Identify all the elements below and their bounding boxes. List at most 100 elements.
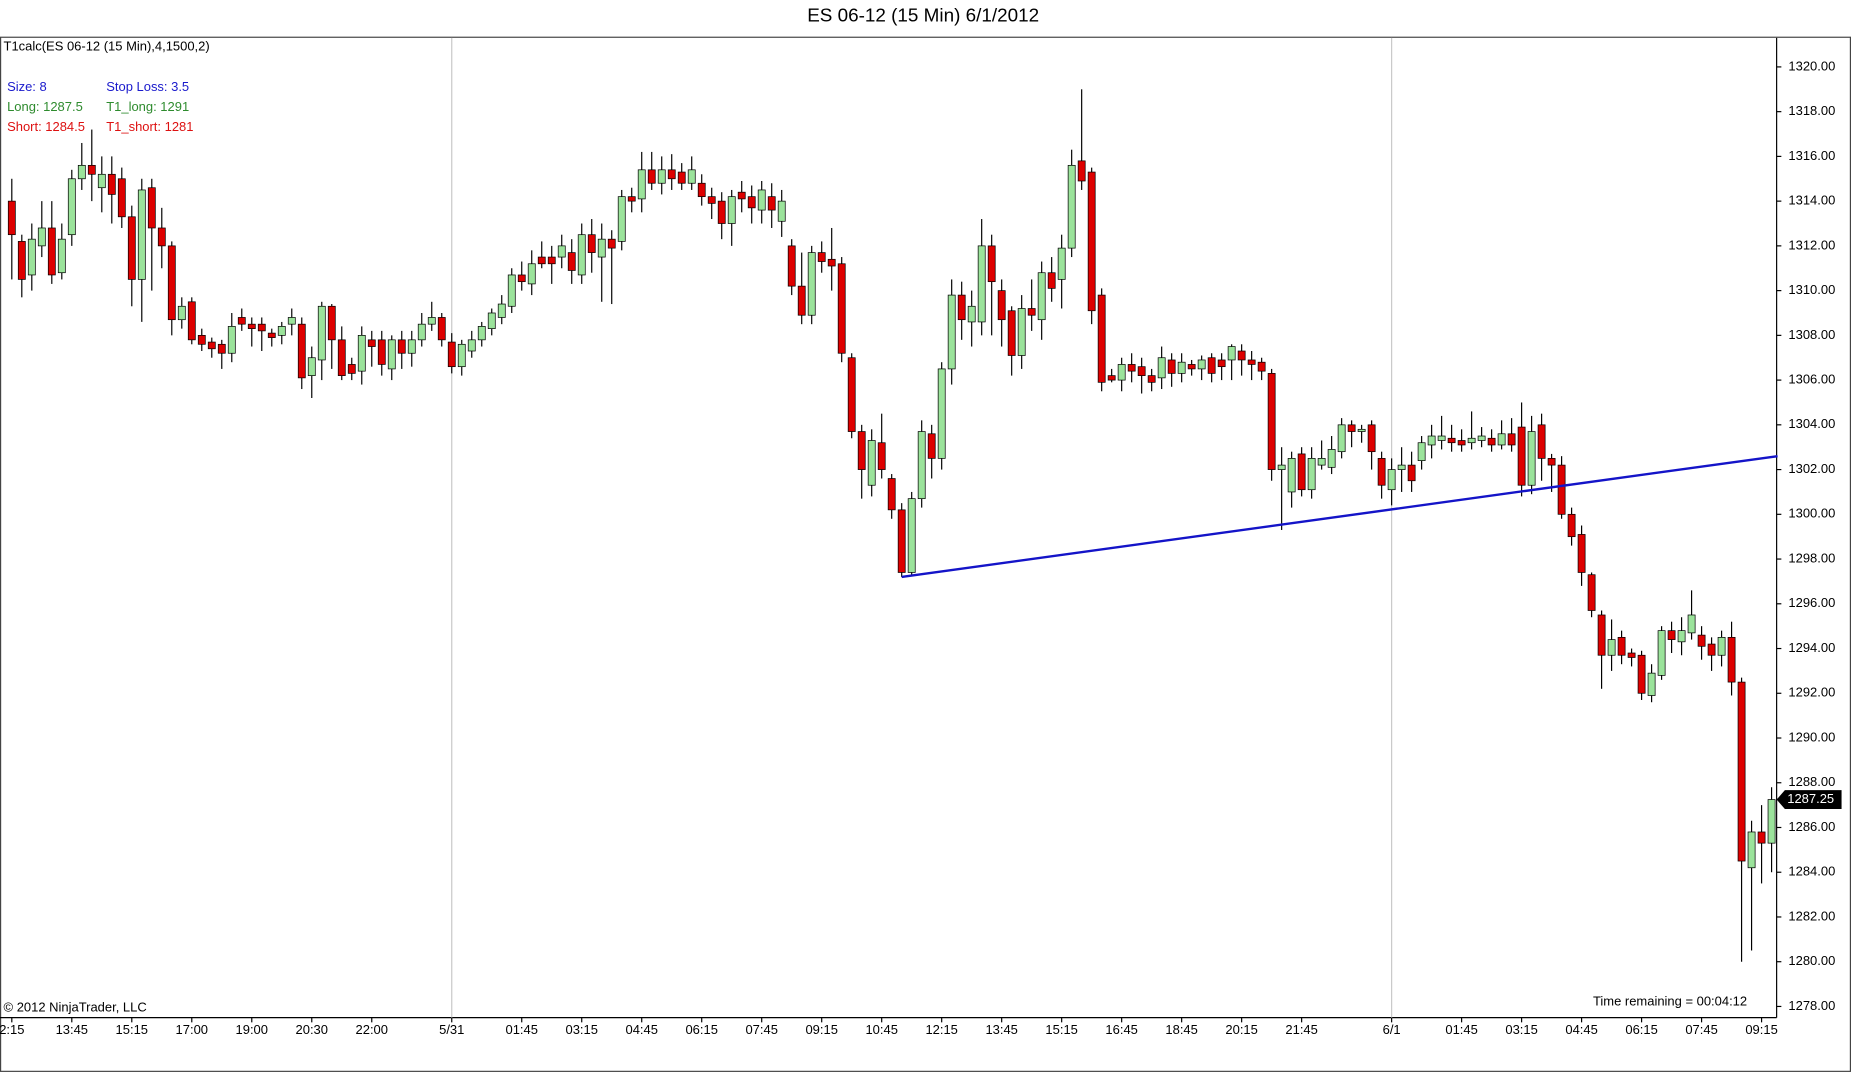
x-tick-label: 09:15 bbox=[805, 1022, 837, 1037]
candle-body bbox=[1377, 458, 1386, 486]
x-tick-label: 19:00 bbox=[236, 1022, 268, 1037]
y-tick-label: 1306.00 bbox=[1788, 372, 1835, 387]
candle-body bbox=[87, 164, 96, 175]
candle-body bbox=[1457, 440, 1466, 446]
candle-body bbox=[1247, 359, 1256, 365]
candle-body bbox=[1337, 424, 1346, 453]
y-tick-label: 1304.00 bbox=[1788, 416, 1835, 431]
candle-body bbox=[1367, 424, 1376, 453]
x-tick-label: 07:45 bbox=[1685, 1022, 1717, 1037]
y-tick-label: 1310.00 bbox=[1788, 282, 1835, 297]
candle-body bbox=[1047, 272, 1056, 289]
candle-body bbox=[277, 326, 286, 336]
candle-body bbox=[1487, 437, 1496, 446]
candle-body bbox=[247, 323, 256, 329]
candle-body bbox=[797, 285, 806, 316]
candle-body bbox=[817, 252, 826, 262]
candle-body bbox=[1397, 464, 1406, 470]
candle-body bbox=[67, 178, 76, 236]
x-tick-label: 15:15 bbox=[116, 1022, 148, 1037]
y-tick-label: 1312.00 bbox=[1788, 237, 1835, 252]
candle-body bbox=[487, 312, 496, 329]
candle-body bbox=[557, 245, 566, 258]
candle-body bbox=[1137, 366, 1146, 376]
candle-body bbox=[477, 326, 486, 341]
x-tick-label: 01:45 bbox=[1445, 1022, 1477, 1037]
info-label: Stop Loss: 3.5 bbox=[106, 79, 189, 94]
candle-body bbox=[7, 200, 16, 236]
info-label: Long: 1287.5 bbox=[7, 99, 83, 114]
candle-body bbox=[387, 339, 396, 370]
candle-body bbox=[57, 238, 66, 274]
x-tick-label: 17:00 bbox=[176, 1022, 208, 1037]
candle-body bbox=[397, 339, 406, 354]
candle-body bbox=[677, 171, 686, 184]
candle-body bbox=[127, 216, 136, 280]
candle-body bbox=[877, 442, 886, 470]
candle-body bbox=[1507, 433, 1516, 446]
chart-frame bbox=[0, 36, 1851, 1072]
candle-body bbox=[1147, 375, 1156, 383]
candle-body bbox=[177, 305, 186, 321]
candle-body bbox=[97, 173, 106, 189]
x-tick-label: 01:45 bbox=[506, 1022, 538, 1037]
candle-body bbox=[1347, 424, 1356, 432]
candle-body bbox=[667, 169, 676, 180]
y-tick-label: 1314.00 bbox=[1788, 193, 1835, 208]
candle-body bbox=[297, 323, 306, 379]
y-tick-label: 1286.00 bbox=[1788, 819, 1835, 834]
candle-body bbox=[237, 317, 246, 325]
candle-body bbox=[1217, 359, 1226, 368]
x-tick-label: 20:30 bbox=[296, 1022, 328, 1037]
x-tick-label: 06:15 bbox=[1625, 1022, 1657, 1037]
candle-body bbox=[197, 335, 206, 345]
candle-body bbox=[437, 317, 446, 341]
candle-body bbox=[837, 263, 846, 354]
x-tick-label: 20:15 bbox=[1225, 1022, 1257, 1037]
candle-body bbox=[957, 294, 966, 321]
candle-body bbox=[757, 189, 766, 211]
candle-body bbox=[357, 335, 366, 372]
candle-body bbox=[577, 234, 586, 276]
candle-body bbox=[1327, 449, 1336, 468]
candle-body bbox=[1197, 359, 1206, 370]
x-tick-label: 12:15 bbox=[925, 1022, 957, 1037]
candle-body bbox=[377, 339, 386, 365]
candle-body bbox=[37, 227, 46, 247]
candle-body bbox=[977, 245, 986, 323]
candle-body bbox=[767, 196, 776, 211]
candle-body bbox=[1737, 681, 1746, 862]
x-tick-label: 15:15 bbox=[1045, 1022, 1077, 1037]
candle-body bbox=[617, 196, 626, 242]
candle-body bbox=[167, 245, 176, 321]
y-tick-label: 1292.00 bbox=[1788, 685, 1835, 700]
candle-body bbox=[727, 196, 736, 224]
candle-body bbox=[117, 178, 126, 218]
candle-body bbox=[1637, 654, 1646, 694]
x-tick-label: 16:45 bbox=[1105, 1022, 1137, 1037]
candle-body bbox=[347, 364, 356, 374]
candle-body bbox=[807, 252, 816, 316]
candle-body bbox=[47, 227, 56, 276]
candle-body bbox=[1087, 171, 1096, 312]
candle-body bbox=[1587, 574, 1596, 611]
candle-body bbox=[1467, 437, 1476, 444]
x-tick-label: 04:45 bbox=[625, 1022, 657, 1037]
candle-body bbox=[497, 303, 506, 318]
candle-body bbox=[327, 305, 336, 341]
x-tick-label: 2:15 bbox=[0, 1022, 24, 1037]
y-tick-label: 1288.00 bbox=[1788, 774, 1835, 789]
candle-body bbox=[1707, 643, 1716, 656]
candle-body bbox=[1077, 160, 1086, 182]
y-tick-label: 1280.00 bbox=[1788, 953, 1835, 968]
candle-body bbox=[587, 234, 596, 253]
candle-body bbox=[1057, 247, 1066, 280]
candle-body bbox=[1187, 364, 1196, 370]
x-tick-label: 22:00 bbox=[356, 1022, 388, 1037]
candle-body bbox=[1687, 614, 1696, 634]
candle-body bbox=[1227, 346, 1236, 361]
candle-body bbox=[1167, 359, 1176, 374]
candle-body bbox=[157, 227, 166, 247]
last-price-label: 1287.25 bbox=[1787, 791, 1834, 806]
